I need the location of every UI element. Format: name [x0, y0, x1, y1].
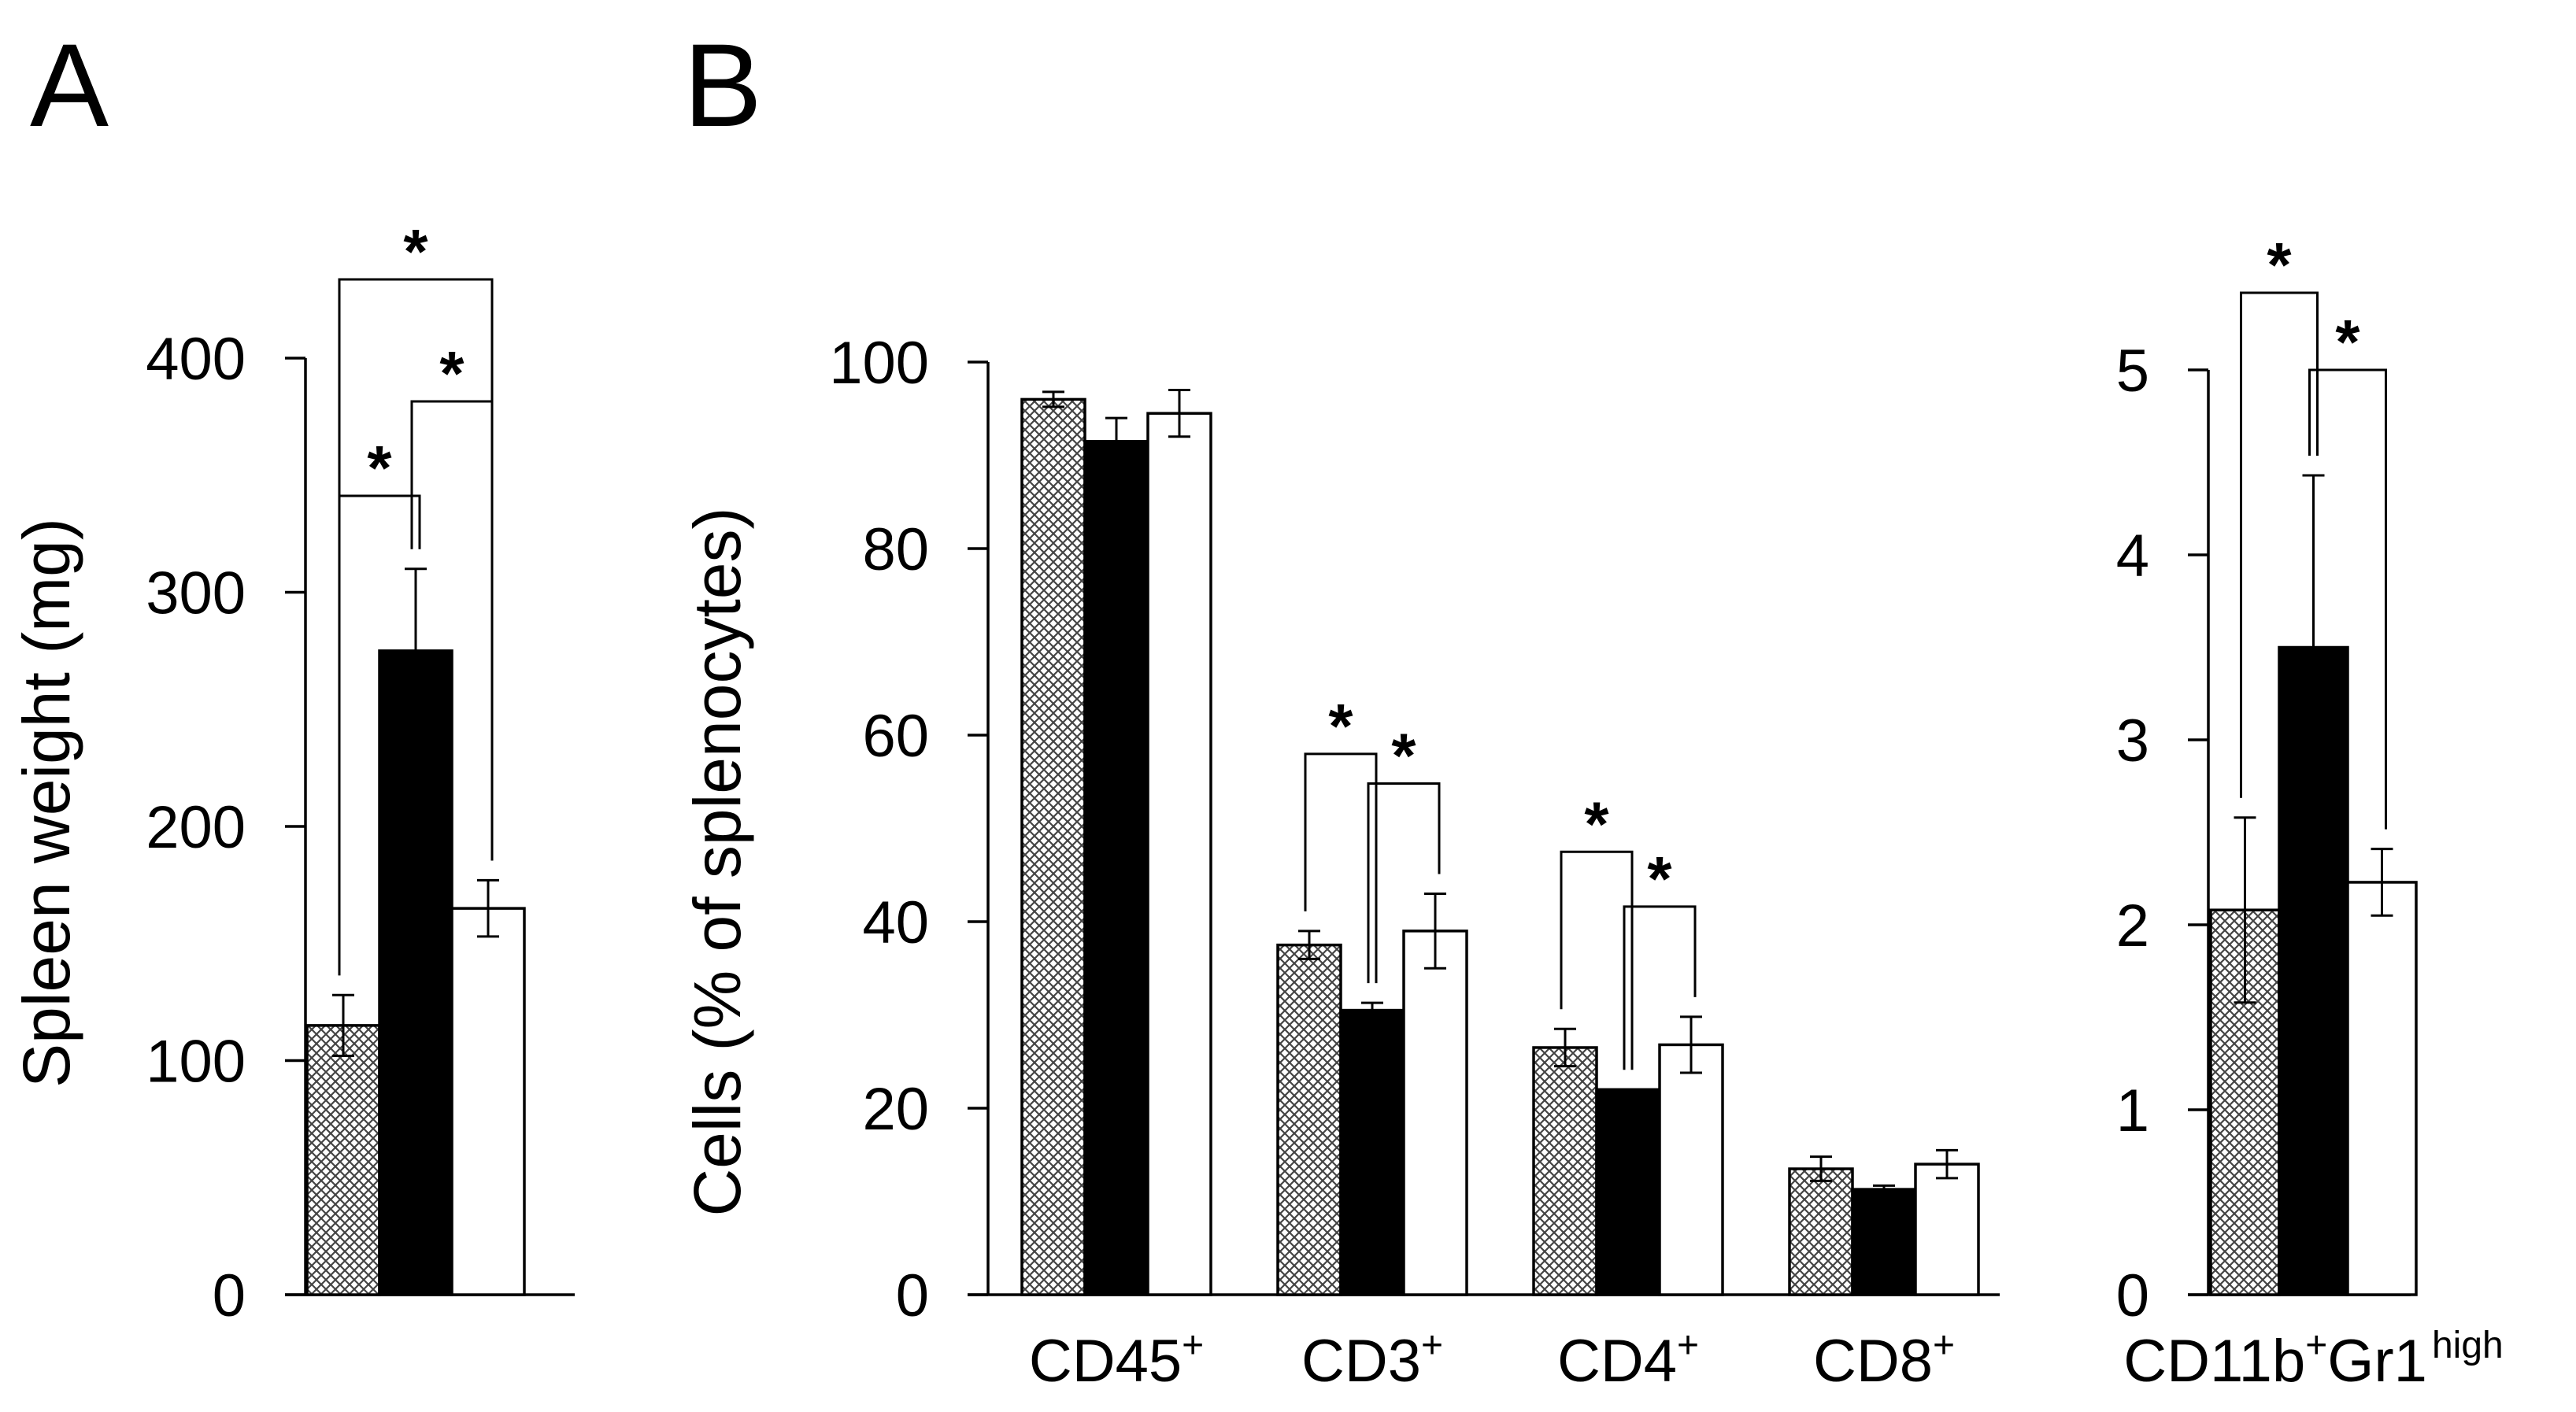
x-category-label: CD11b+Gr1 high — [2123, 1325, 2503, 1395]
category-base: CD11b — [2123, 1328, 2305, 1395]
significance-bracket — [1304, 752, 1378, 984]
y-tick-label: 300 — [146, 560, 246, 627]
y-axis-label-a: Spleen weight (mg) — [9, 518, 83, 1088]
significance-bracket — [1560, 850, 1634, 1070]
significance-bracket — [2240, 291, 2319, 798]
bar-group3-0 — [450, 907, 526, 1296]
bar-group1-3 — [1788, 1167, 1854, 1296]
category-base: CD45 — [1029, 1328, 1182, 1395]
y-tick-label: 0 — [2116, 1262, 2149, 1329]
chart-b: Cells (% of splenocytes) 0 20 40 60 80 100 CD4… — [680, 330, 2000, 1395]
bar-group1-2 — [1532, 1046, 1598, 1296]
x-category-label: CD8+ — [1813, 1325, 1955, 1395]
panel-label-b: B — [683, 19, 762, 151]
y-tick-label: 60 — [862, 703, 929, 770]
significance-star: * — [403, 216, 428, 286]
category-sup: + — [1182, 1325, 1204, 1366]
significance-star: * — [2335, 307, 2360, 377]
y-tick-label: 200 — [146, 794, 246, 861]
y-tick-label: 1 — [2116, 1077, 2149, 1144]
significance-bracket — [2308, 368, 2387, 830]
category-sup: + — [2305, 1325, 2327, 1366]
significance-star: * — [1647, 844, 1672, 914]
category-sup: + — [1933, 1325, 1955, 1366]
y-tick-label: 100 — [829, 330, 929, 397]
bar-group2-0 — [2278, 645, 2349, 1296]
y-tick-label: 100 — [146, 1029, 246, 1096]
bar-group2-0 — [378, 649, 453, 1296]
category-sup2: high — [2432, 1325, 2504, 1366]
significance-star: * — [439, 338, 464, 408]
significance-bracket — [338, 278, 494, 976]
category-base: CD3 — [1301, 1328, 1421, 1395]
y-tick-label: 3 — [2116, 708, 2149, 774]
bar-group1-1 — [1276, 943, 1342, 1296]
bar-group3-2 — [1658, 1043, 1724, 1296]
y-tick-label: 20 — [862, 1076, 929, 1143]
category-base2: Gr1 — [2327, 1328, 2427, 1395]
significance-bracket — [1623, 905, 1697, 1070]
significance-star: * — [2267, 230, 2292, 300]
y-tick-label: 40 — [862, 889, 929, 956]
x-category-label: CD3+ — [1301, 1325, 1443, 1395]
significance-star: * — [1328, 691, 1353, 761]
chart-b2: 0 1 2 3 4 5 CD11b+Gr1 high * * — [2116, 230, 2504, 1395]
category-base: CD4 — [1557, 1328, 1677, 1395]
bar-group2-0 — [1083, 439, 1149, 1296]
significance-star: * — [1391, 720, 1416, 790]
bar-group3-1 — [1402, 930, 1468, 1296]
bar-group1-0 — [305, 1024, 381, 1296]
y-tick-label: 80 — [862, 516, 929, 583]
bar-group3-0 — [2346, 881, 2418, 1296]
bar-group1-0 — [1020, 397, 1086, 1296]
bar-group3-0 — [1146, 412, 1212, 1296]
bar-group2-1 — [1339, 1008, 1405, 1296]
category-sup: + — [1677, 1325, 1699, 1366]
y-tick-label: 4 — [2116, 523, 2149, 590]
x-category-label: CD45+ — [1029, 1325, 1204, 1395]
y-tick-label: 2 — [2116, 893, 2149, 959]
panel-label-a: A — [30, 19, 109, 151]
y-tick-label: 5 — [2116, 338, 2149, 405]
y-tick-label: 0 — [896, 1262, 929, 1329]
significance-star: * — [1584, 789, 1609, 859]
bar-group2-3 — [1851, 1188, 1917, 1296]
category-base: CD8 — [1813, 1328, 1933, 1395]
significance-bracket — [1367, 782, 1441, 984]
bar-group2-2 — [1595, 1088, 1661, 1296]
x-category-label: CD4+ — [1557, 1325, 1699, 1395]
y-tick-label: 400 — [146, 326, 246, 393]
bar-group3-3 — [1914, 1162, 1980, 1296]
category-sup: + — [1421, 1325, 1443, 1366]
significance-star: * — [367, 433, 392, 503]
y-axis-label-b: Cells (% of splenocytes) — [680, 508, 754, 1217]
y-tick-label: 0 — [213, 1262, 246, 1329]
